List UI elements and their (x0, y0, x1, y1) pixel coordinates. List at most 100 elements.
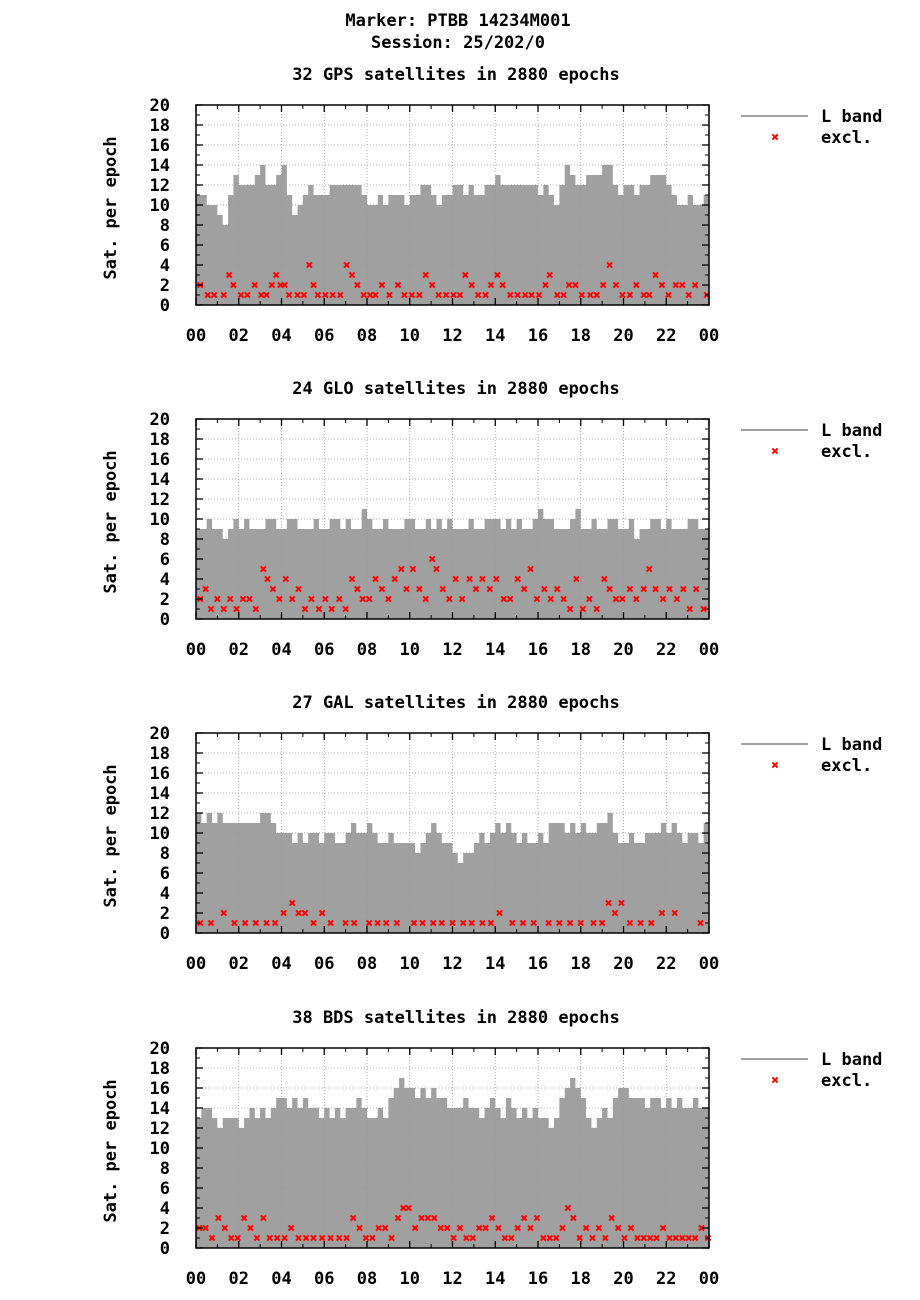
excluded-marker (488, 1214, 496, 1222)
excluded-marker (207, 919, 215, 927)
excluded-marker (310, 281, 317, 289)
excluded-marker (263, 919, 270, 927)
y-tick-label: 8 (160, 1159, 170, 1179)
legend-band-label: L band (821, 421, 882, 441)
excluded-marker (618, 899, 625, 907)
x-tick-label: 08 (357, 954, 377, 974)
marker-title: Marker: PTBB 14234M001 (345, 11, 570, 31)
legend-excluded-label: excl. (821, 1071, 872, 1091)
excluded-marker (500, 595, 508, 603)
excluded-marker (227, 1234, 235, 1242)
excluded-marker (225, 271, 233, 279)
excluded-marker (509, 919, 516, 927)
excluded-marker (612, 281, 620, 289)
x-tick-label: 00 (186, 326, 206, 346)
x-tick-label: 10 (400, 326, 420, 346)
y-tick-label: 0 (160, 924, 170, 944)
excluded-marker (431, 1214, 438, 1222)
y-tick-label: 12 (150, 804, 170, 824)
excluded-marker (260, 1214, 267, 1222)
excluded-marker (673, 595, 681, 603)
excluded-marker (208, 1234, 216, 1242)
excluded-marker (378, 281, 386, 289)
excluded-marker (578, 291, 586, 299)
excluded-marker (611, 909, 619, 917)
y-tick-label: 14 (150, 1099, 170, 1119)
excluded-marker (356, 1224, 363, 1232)
excluded-marker (547, 595, 555, 603)
x-tick-label: 16 (528, 954, 548, 974)
excluded-marker (388, 1234, 395, 1242)
excluded-marker (220, 605, 228, 613)
excluded-marker (343, 261, 351, 269)
excluded-marker (408, 291, 416, 299)
excluded-marker (468, 919, 476, 927)
y-tick-label: 8 (160, 530, 170, 550)
excluded-marker (247, 1224, 254, 1232)
legend-excluded-label: excl. (821, 756, 872, 776)
y-tick-label: 0 (160, 1239, 170, 1259)
excluded-marker (328, 605, 336, 613)
excluded-marker (350, 919, 358, 927)
y-tick-label: 20 (150, 1039, 170, 1059)
x-tick-label: 14 (485, 954, 505, 974)
excluded-marker (301, 909, 309, 917)
y-tick-label: 14 (150, 470, 170, 490)
excluded-marker (221, 1224, 229, 1232)
excluded-marker (590, 919, 597, 927)
x-tick-label: 18 (571, 326, 591, 346)
excluded-marker (253, 1234, 261, 1242)
excluded-marker (281, 281, 289, 289)
excluded-marker (318, 1234, 326, 1242)
excluded-marker (466, 575, 473, 583)
excluded-marker (401, 291, 408, 299)
y-tick-label: 2 (160, 904, 170, 924)
excluded-marker (579, 605, 587, 613)
excluded-marker (600, 575, 608, 583)
y-tick-label: 4 (160, 570, 170, 590)
chart-title: 38 BDS satellites in 2880 epochs (292, 1008, 620, 1028)
excluded-marker (576, 1234, 583, 1242)
excluded-marker (450, 291, 457, 299)
x-tick-label: 22 (656, 1269, 676, 1289)
excluded-marker (472, 585, 480, 593)
excluded-marker (614, 1224, 622, 1232)
excluded-marker (487, 281, 495, 289)
y-tick-label: 8 (160, 216, 170, 236)
x-tick-label: 18 (571, 640, 591, 660)
excluded-marker (452, 575, 460, 583)
excluded-marker (482, 1224, 489, 1232)
excluded-marker (593, 605, 601, 613)
excluded-marker (252, 919, 260, 927)
excluded-marker (482, 291, 489, 299)
excluded-marker (214, 595, 221, 603)
excluded-marker (335, 595, 343, 603)
y-tick-label: 18 (150, 1059, 170, 1079)
excluded-marker (234, 1234, 241, 1242)
y-tick-label: 6 (160, 864, 170, 884)
excluded-marker (499, 281, 507, 289)
excluded-marker (533, 595, 541, 603)
l-band-area (196, 813, 709, 933)
excluded-marker (595, 1224, 603, 1232)
excluded-marker (700, 605, 707, 613)
excluded-marker (468, 281, 476, 289)
excluded-marker (272, 271, 280, 279)
y-tick-label: 8 (160, 844, 170, 864)
excluded-marker (240, 1214, 248, 1222)
excluded-marker (302, 1234, 310, 1242)
excluded-marker (336, 291, 344, 299)
excluded-marker (348, 575, 356, 583)
excluded-marker (239, 595, 247, 603)
excluded-marker (633, 281, 640, 289)
x-tick-label: 14 (485, 640, 505, 660)
excluded-marker (645, 565, 653, 573)
excluded-marker (469, 1234, 477, 1242)
excluded-marker (546, 1234, 554, 1242)
y-tick-label: 16 (150, 136, 170, 156)
excluded-marker (479, 919, 486, 927)
excluded-marker (403, 585, 410, 593)
excluded-marker (528, 291, 535, 299)
excluded-marker (626, 919, 634, 927)
